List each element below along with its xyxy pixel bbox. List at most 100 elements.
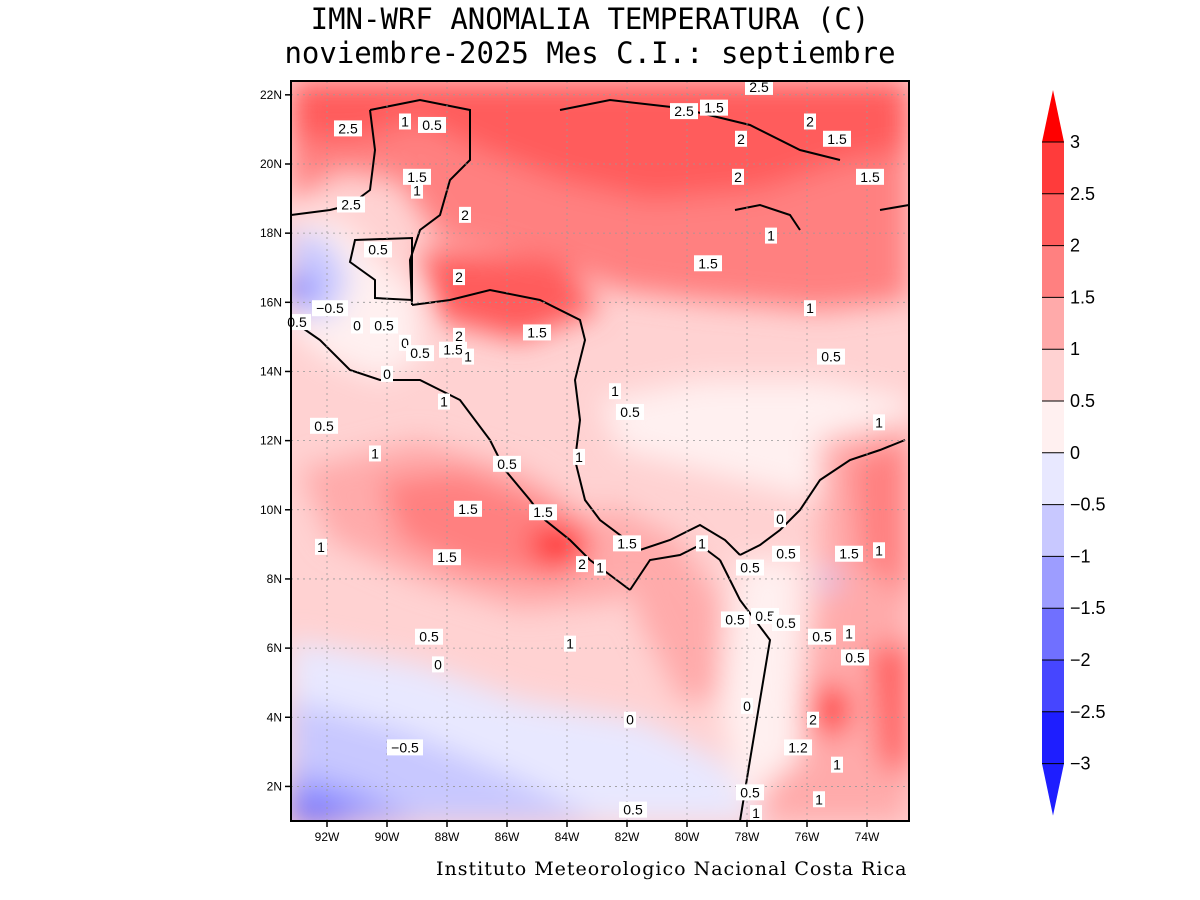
- contour-label-bg: [454, 500, 482, 517]
- contour-label: 2: [455, 269, 463, 285]
- contour-label: 2.5: [341, 196, 361, 212]
- contour-label-bg: [736, 559, 764, 576]
- contour-label: 2.5: [338, 120, 358, 136]
- contour-label: 0.5: [422, 117, 442, 133]
- contour-label-bg: [735, 130, 747, 147]
- contour-label-bg: [732, 168, 744, 185]
- contour-label-bg: [841, 649, 869, 666]
- contour-label: 1.5: [533, 504, 553, 520]
- contour-label-bg: [399, 113, 411, 130]
- contour-label: 1: [596, 560, 604, 576]
- contour-label: 0.5: [314, 418, 334, 434]
- contour-label: 1: [371, 445, 379, 461]
- contour-label-bg: [594, 559, 606, 576]
- contour-label-bg: [453, 327, 465, 344]
- lat-tick-label: 10N: [260, 503, 282, 517]
- contour-label-bg: [721, 611, 749, 628]
- lat-tick-label: 18N: [260, 226, 282, 240]
- colorbar-label: 2.5: [1070, 184, 1095, 204]
- colorbar-label: −1: [1070, 546, 1091, 566]
- colorbar-swatch: [1042, 608, 1064, 661]
- contour-label-bg: [493, 455, 521, 472]
- contour-label-bg: [462, 348, 474, 365]
- contour-label: 1: [845, 625, 853, 641]
- contour-label-bg: [616, 403, 644, 420]
- contour-label: 0.5: [368, 241, 388, 257]
- lon-tick-label: 92W: [315, 830, 340, 844]
- lat-tick-label: 16N: [260, 295, 282, 309]
- contour-label-bg: [381, 365, 393, 382]
- contour-label-bg: [364, 241, 392, 258]
- contour-label-bg: [334, 120, 362, 137]
- contour-label-bg: [813, 791, 825, 808]
- contour-label-bg: [784, 739, 812, 756]
- colorbar-swatch: [1042, 452, 1064, 506]
- colorbar-label: −3: [1070, 754, 1091, 774]
- contour-label-bg: [415, 628, 443, 645]
- colorbar-swatch: [1042, 142, 1064, 195]
- contour-label: 1.5: [443, 342, 463, 358]
- contour-label: 1.5: [437, 549, 457, 565]
- contour-label: 1.5: [407, 169, 427, 185]
- longitude-axis: 92W 90W 88W 86W 84W 82W 80W 78W 76W 74W: [315, 821, 880, 844]
- colorbar-swatch: [1042, 349, 1064, 402]
- colorbar-swatch: [1042, 711, 1064, 765]
- contour-label: 1.5: [527, 324, 547, 340]
- colorbar-swatch: [1042, 401, 1064, 454]
- contour-label: 0.5: [740, 560, 760, 576]
- contour-label: 0.5: [776, 615, 796, 631]
- contour-label: 1: [440, 394, 448, 410]
- contour-label: 2: [455, 328, 463, 344]
- colorbar-swatch: [1042, 556, 1064, 609]
- graticule: [291, 81, 909, 821]
- colorbar-swatch: [1042, 504, 1064, 557]
- lat-tick-label: 14N: [260, 364, 282, 378]
- contour-label: 2.5: [749, 79, 769, 95]
- contour-label-bg: [670, 103, 698, 120]
- colorbar-bottom-arrow: [1042, 763, 1064, 816]
- contour-label: 1: [566, 636, 574, 652]
- contour-label-bg: [772, 545, 800, 562]
- contour-label: 1.5: [839, 546, 859, 562]
- contour-label: 0.5: [620, 404, 640, 420]
- contour-label: 2: [578, 556, 586, 572]
- lon-tick-label: 90W: [375, 830, 400, 844]
- colorbar-label: −0.5: [1070, 495, 1106, 515]
- contour-label: 1: [698, 535, 706, 551]
- colorbar-top-arrow: [1042, 90, 1064, 142]
- lat-tick-label: 4N: [267, 710, 282, 724]
- contour-label: 0.5: [821, 349, 841, 365]
- lon-tick-label: 84W: [555, 830, 580, 844]
- lat-tick-label: 6N: [267, 641, 282, 655]
- contour-label-bg: [831, 756, 843, 773]
- contour-label: 0.5: [497, 456, 517, 472]
- contour-label-bg: [808, 628, 836, 645]
- contour-label-bg: [807, 711, 819, 728]
- contour-label-bg: [624, 711, 636, 728]
- contour-label-bg: [750, 805, 762, 822]
- contour-label-bg: [370, 317, 398, 334]
- colorbar-swatch: [1042, 245, 1064, 298]
- lon-tick-label: 78W: [735, 830, 760, 844]
- contour-label: 1.5: [827, 131, 847, 147]
- contour-label: 1: [833, 757, 841, 773]
- contour-label: 2: [809, 712, 817, 728]
- contour-label-bg: [613, 535, 641, 552]
- contour-label: 1: [317, 539, 325, 555]
- contour-label: 1.5: [704, 100, 724, 116]
- contour-label: 0.5: [776, 546, 796, 562]
- colorbar-label: −2.5: [1070, 702, 1106, 722]
- contour-label-bg: [736, 784, 764, 801]
- contour-label: 0.5: [287, 314, 307, 330]
- lon-tick-label: 74W: [855, 830, 880, 844]
- contour-label: 1.5: [617, 535, 637, 551]
- contour-label: 1.5: [458, 501, 478, 517]
- contour-label-bg: [453, 269, 465, 286]
- colorbar-label: −2: [1070, 650, 1091, 670]
- contour-label: 0.5: [410, 345, 430, 361]
- contour-label: 0: [626, 712, 634, 728]
- lat-tick-label: 22N: [260, 88, 282, 102]
- contour-label: 0: [353, 318, 361, 334]
- footer-credit: Instituto Meteorologico Nacional Costa R…: [436, 858, 908, 880]
- map-frame: [290, 80, 910, 822]
